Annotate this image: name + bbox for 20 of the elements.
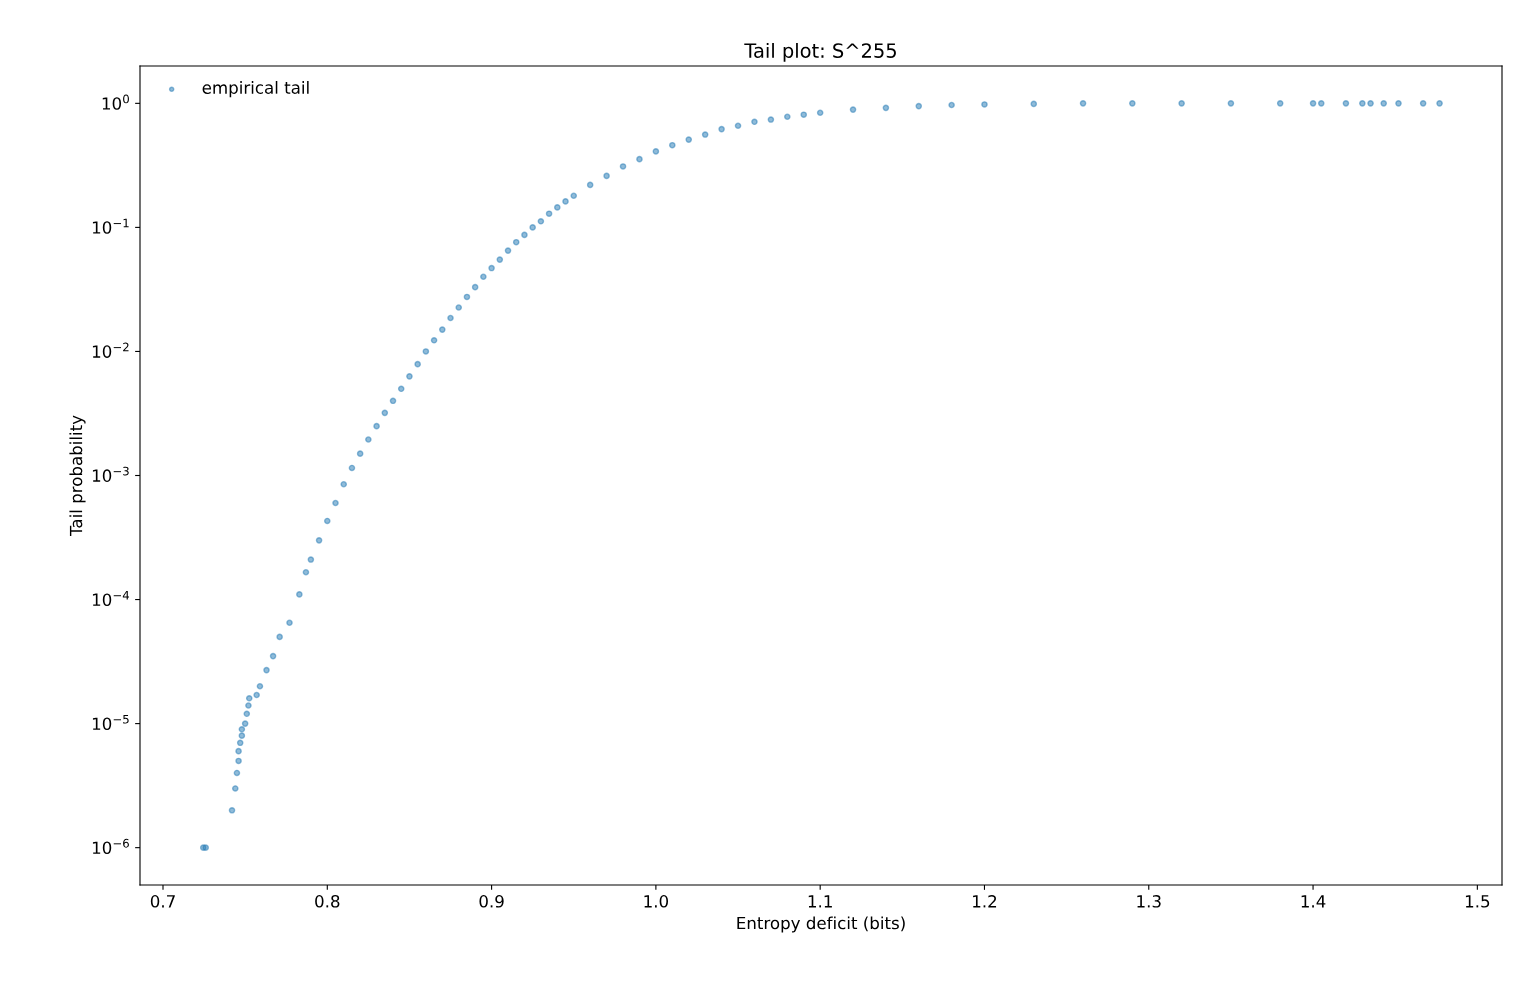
y-tick-label: 10$^{−5}$	[92, 714, 129, 731]
x-tick-label: 1.3	[1137, 895, 1161, 908]
y-tick-label: 10$^{−6}$	[92, 838, 129, 855]
y-tick-label: 10$^{−3}$	[92, 466, 129, 482]
x-tick-label: 1.1	[808, 895, 832, 908]
y-axis-title: Tail probability	[69, 415, 86, 537]
x-tick-label: 1.5	[1465, 895, 1490, 908]
y-tick-label: 10$^{0}$	[102, 94, 129, 110]
x-tick-label: 0.8	[315, 895, 340, 908]
x-tick-label: 1.4	[1301, 895, 1326, 908]
y-tick-label: 10$^{−2}$	[92, 342, 129, 358]
x-tick-label: 0.7	[150, 895, 175, 908]
y-tick-label: 10$^{−4}$	[92, 590, 130, 607]
x-tick-label: 1.2	[973, 895, 997, 908]
x-axis-title: Entropy deficit (bits)	[737, 916, 905, 933]
x-tick-label: 1.0	[644, 895, 669, 908]
x-tick-label: 0.9	[479, 895, 504, 908]
y-tick-label: 10$^{−1}$	[92, 218, 129, 234]
chart-title: Tail plot: S^255	[744, 42, 896, 62]
legend-label: empirical tail	[202, 81, 309, 98]
